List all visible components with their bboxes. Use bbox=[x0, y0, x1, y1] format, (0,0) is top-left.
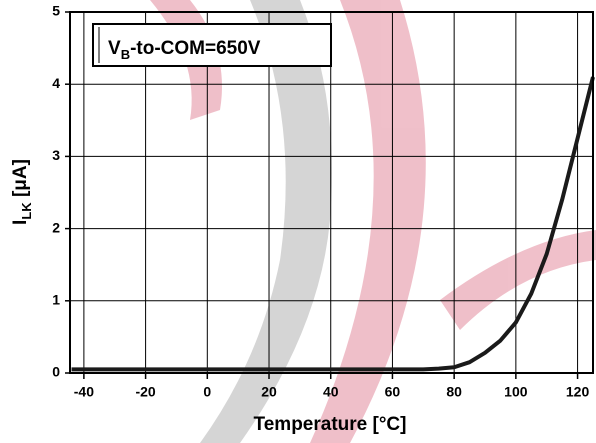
plot-frame bbox=[69, 11, 594, 374]
annotation-main: V bbox=[108, 38, 121, 59]
x-tick-label: 80 bbox=[446, 384, 462, 400]
y-label-rest: [μA] bbox=[10, 159, 31, 202]
y-label-main: I bbox=[10, 220, 31, 225]
y-tick-label: 1 bbox=[52, 292, 60, 308]
x-tick-label: -40 bbox=[74, 384, 94, 400]
y-tick-label: 4 bbox=[52, 75, 60, 91]
annotation-rest: -to-COM=650V bbox=[130, 38, 261, 59]
annotation: VB-to-COM=650V bbox=[108, 38, 261, 62]
x-tick-label: -20 bbox=[135, 384, 155, 400]
data-line bbox=[71, 76, 595, 372]
x-tick-label: 40 bbox=[323, 384, 339, 400]
annotation-sub: B bbox=[121, 47, 130, 62]
x-tick-label: 120 bbox=[566, 384, 590, 400]
annotation-box bbox=[92, 23, 332, 67]
y-tick-label: 3 bbox=[52, 147, 60, 163]
x-tick-label: 100 bbox=[504, 384, 528, 400]
y-axis-label: ILK [μA] bbox=[10, 159, 34, 225]
y-label-sub: LK bbox=[19, 202, 34, 220]
x-tick-label: 60 bbox=[385, 384, 401, 400]
y-tick-label: 5 bbox=[52, 3, 60, 19]
y-tick-label: 2 bbox=[52, 219, 60, 235]
x-tick-label: 20 bbox=[261, 384, 277, 400]
y-tick-label: 0 bbox=[52, 364, 60, 380]
x-tick-label: 0 bbox=[203, 384, 211, 400]
x-axis-label: Temperature [°C] bbox=[254, 414, 407, 435]
